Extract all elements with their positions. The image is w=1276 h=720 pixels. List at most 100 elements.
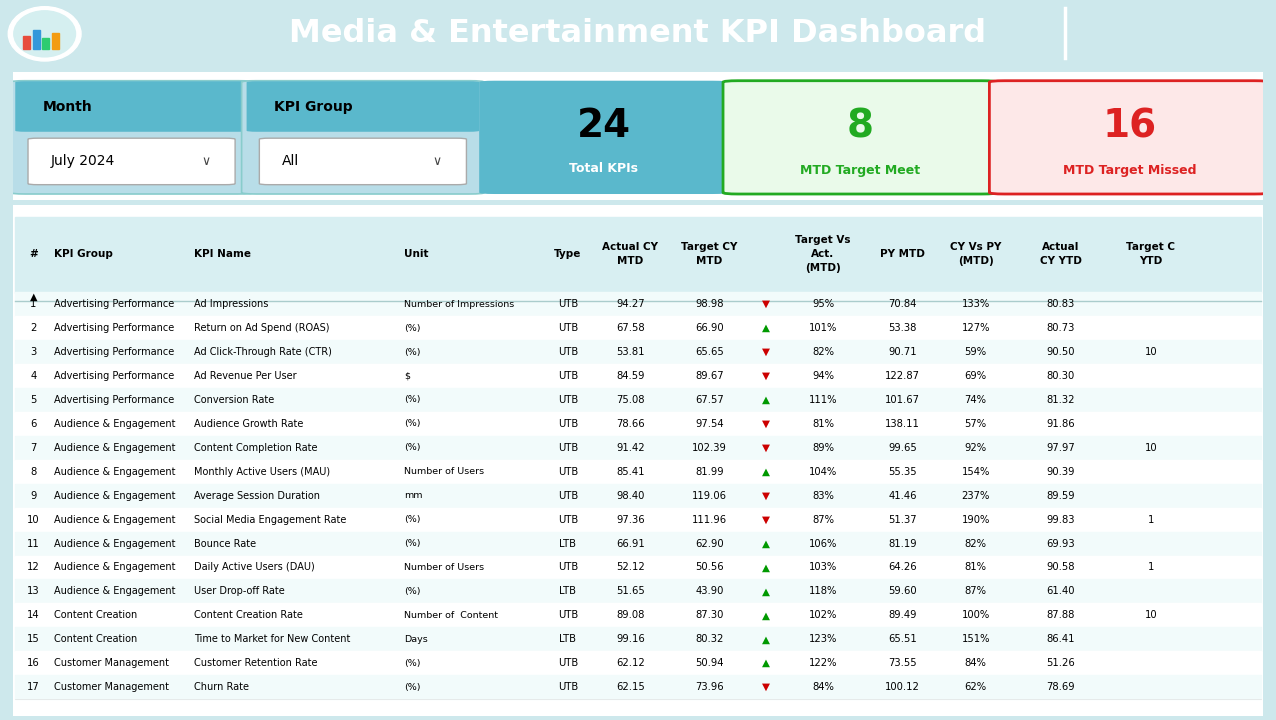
Text: 59%: 59% [965,347,986,357]
Text: 62.12: 62.12 [616,658,644,668]
Text: 94.27: 94.27 [616,300,644,309]
Text: Content Creation Rate: Content Creation Rate [194,611,302,621]
Text: 61.40: 61.40 [1046,586,1074,596]
Text: 75.08: 75.08 [616,395,644,405]
Text: 16: 16 [27,658,40,668]
Text: 106%: 106% [809,539,837,549]
Text: 90.71: 90.71 [888,347,916,357]
Text: 62%: 62% [965,682,986,692]
Text: 2: 2 [31,323,37,333]
Text: ▲: ▲ [762,611,769,621]
Bar [15,531,1261,556]
Text: 65.65: 65.65 [695,347,723,357]
Text: 122%: 122% [809,658,837,668]
Text: 82%: 82% [812,347,835,357]
Text: 4: 4 [31,371,37,381]
FancyBboxPatch shape [15,81,248,132]
Text: UTB: UTB [558,467,578,477]
Text: ▲: ▲ [762,323,769,333]
Text: 50.56: 50.56 [695,562,723,572]
Text: 80.73: 80.73 [1046,323,1074,333]
Text: UTB: UTB [558,347,578,357]
Text: 101.67: 101.67 [886,395,920,405]
Text: 82%: 82% [965,539,986,549]
Text: 3: 3 [31,347,37,357]
Text: (%): (%) [404,395,421,405]
Text: 133%: 133% [962,300,990,309]
Text: 1: 1 [1147,562,1154,572]
FancyBboxPatch shape [989,81,1270,194]
Text: 95%: 95% [812,300,835,309]
Bar [15,508,1261,531]
Text: 8: 8 [31,467,37,477]
Text: ▲: ▲ [762,539,769,549]
Text: Monthly Active Users (MAU): Monthly Active Users (MAU) [194,467,330,477]
Text: #: # [29,249,38,259]
Bar [15,436,1261,460]
Text: 67.57: 67.57 [695,395,723,405]
Text: 80.30: 80.30 [1046,371,1074,381]
Text: 90.58: 90.58 [1046,562,1074,572]
Text: 89.49: 89.49 [888,611,916,621]
Text: Number of Impressions: Number of Impressions [404,300,514,309]
Text: UTB: UTB [558,371,578,381]
Text: 62.90: 62.90 [695,539,723,549]
Bar [15,217,1261,293]
Text: Number of  Content: Number of Content [404,611,498,620]
Text: Audience & Engagement: Audience & Engagement [54,443,176,453]
Text: $: $ [404,372,410,380]
Text: Ad Impressions: Ad Impressions [194,300,268,309]
Text: 91.42: 91.42 [616,443,644,453]
Text: 69.93: 69.93 [1046,539,1074,549]
Text: Daily Active Users (DAU): Daily Active Users (DAU) [194,562,315,572]
Text: 16: 16 [1102,107,1156,145]
Text: 7: 7 [31,443,37,453]
Text: User Drop-off Rate: User Drop-off Rate [194,586,285,596]
Text: ▲: ▲ [762,586,769,596]
Bar [15,580,1261,603]
Text: Customer Retention Rate: Customer Retention Rate [194,658,318,668]
Text: Conversion Rate: Conversion Rate [194,395,274,405]
Bar [15,388,1261,412]
Text: Audience & Engagement: Audience & Engagement [54,419,176,429]
Text: CY YTD: CY YTD [1040,256,1082,266]
Text: ∨: ∨ [433,155,441,168]
Text: Act.: Act. [812,249,835,259]
Text: Content Creation: Content Creation [54,611,138,621]
Text: 101%: 101% [809,323,837,333]
Text: 14: 14 [27,611,40,621]
Text: Customer Management: Customer Management [54,682,168,692]
Text: ▼: ▼ [762,490,769,500]
Bar [15,484,1261,508]
Text: KPI Group: KPI Group [54,249,112,259]
Text: KPI Name: KPI Name [194,249,251,259]
Text: (%): (%) [404,323,421,333]
Text: 15: 15 [27,634,40,644]
Text: MTD: MTD [697,256,722,266]
Text: 87%: 87% [812,515,835,525]
Text: ▼: ▼ [762,300,769,309]
FancyBboxPatch shape [259,138,467,184]
Text: 237%: 237% [961,490,990,500]
Text: Audience & Engagement: Audience & Engagement [54,539,176,549]
Text: Ad Revenue Per User: Ad Revenue Per User [194,371,297,381]
Text: UTB: UTB [558,323,578,333]
Text: 89.59: 89.59 [1046,490,1074,500]
Text: 103%: 103% [809,562,837,572]
Text: 73.55: 73.55 [888,658,916,668]
Bar [15,340,1261,364]
Text: 123%: 123% [809,634,837,644]
Text: 8: 8 [846,107,874,145]
Text: 127%: 127% [961,323,990,333]
Text: ▲: ▲ [29,292,37,302]
FancyBboxPatch shape [28,138,235,184]
Text: (%): (%) [404,515,421,524]
FancyBboxPatch shape [241,81,484,194]
Text: Audience & Engagement: Audience & Engagement [54,562,176,572]
Text: 91.86: 91.86 [1046,419,1074,429]
Text: Ad Click-Through Rate (CTR): Ad Click-Through Rate (CTR) [194,347,332,357]
Text: 99.16: 99.16 [616,634,644,644]
Text: 51.26: 51.26 [1046,658,1076,668]
Bar [23,36,31,49]
Text: Time to Market for New Content: Time to Market for New Content [194,634,351,644]
